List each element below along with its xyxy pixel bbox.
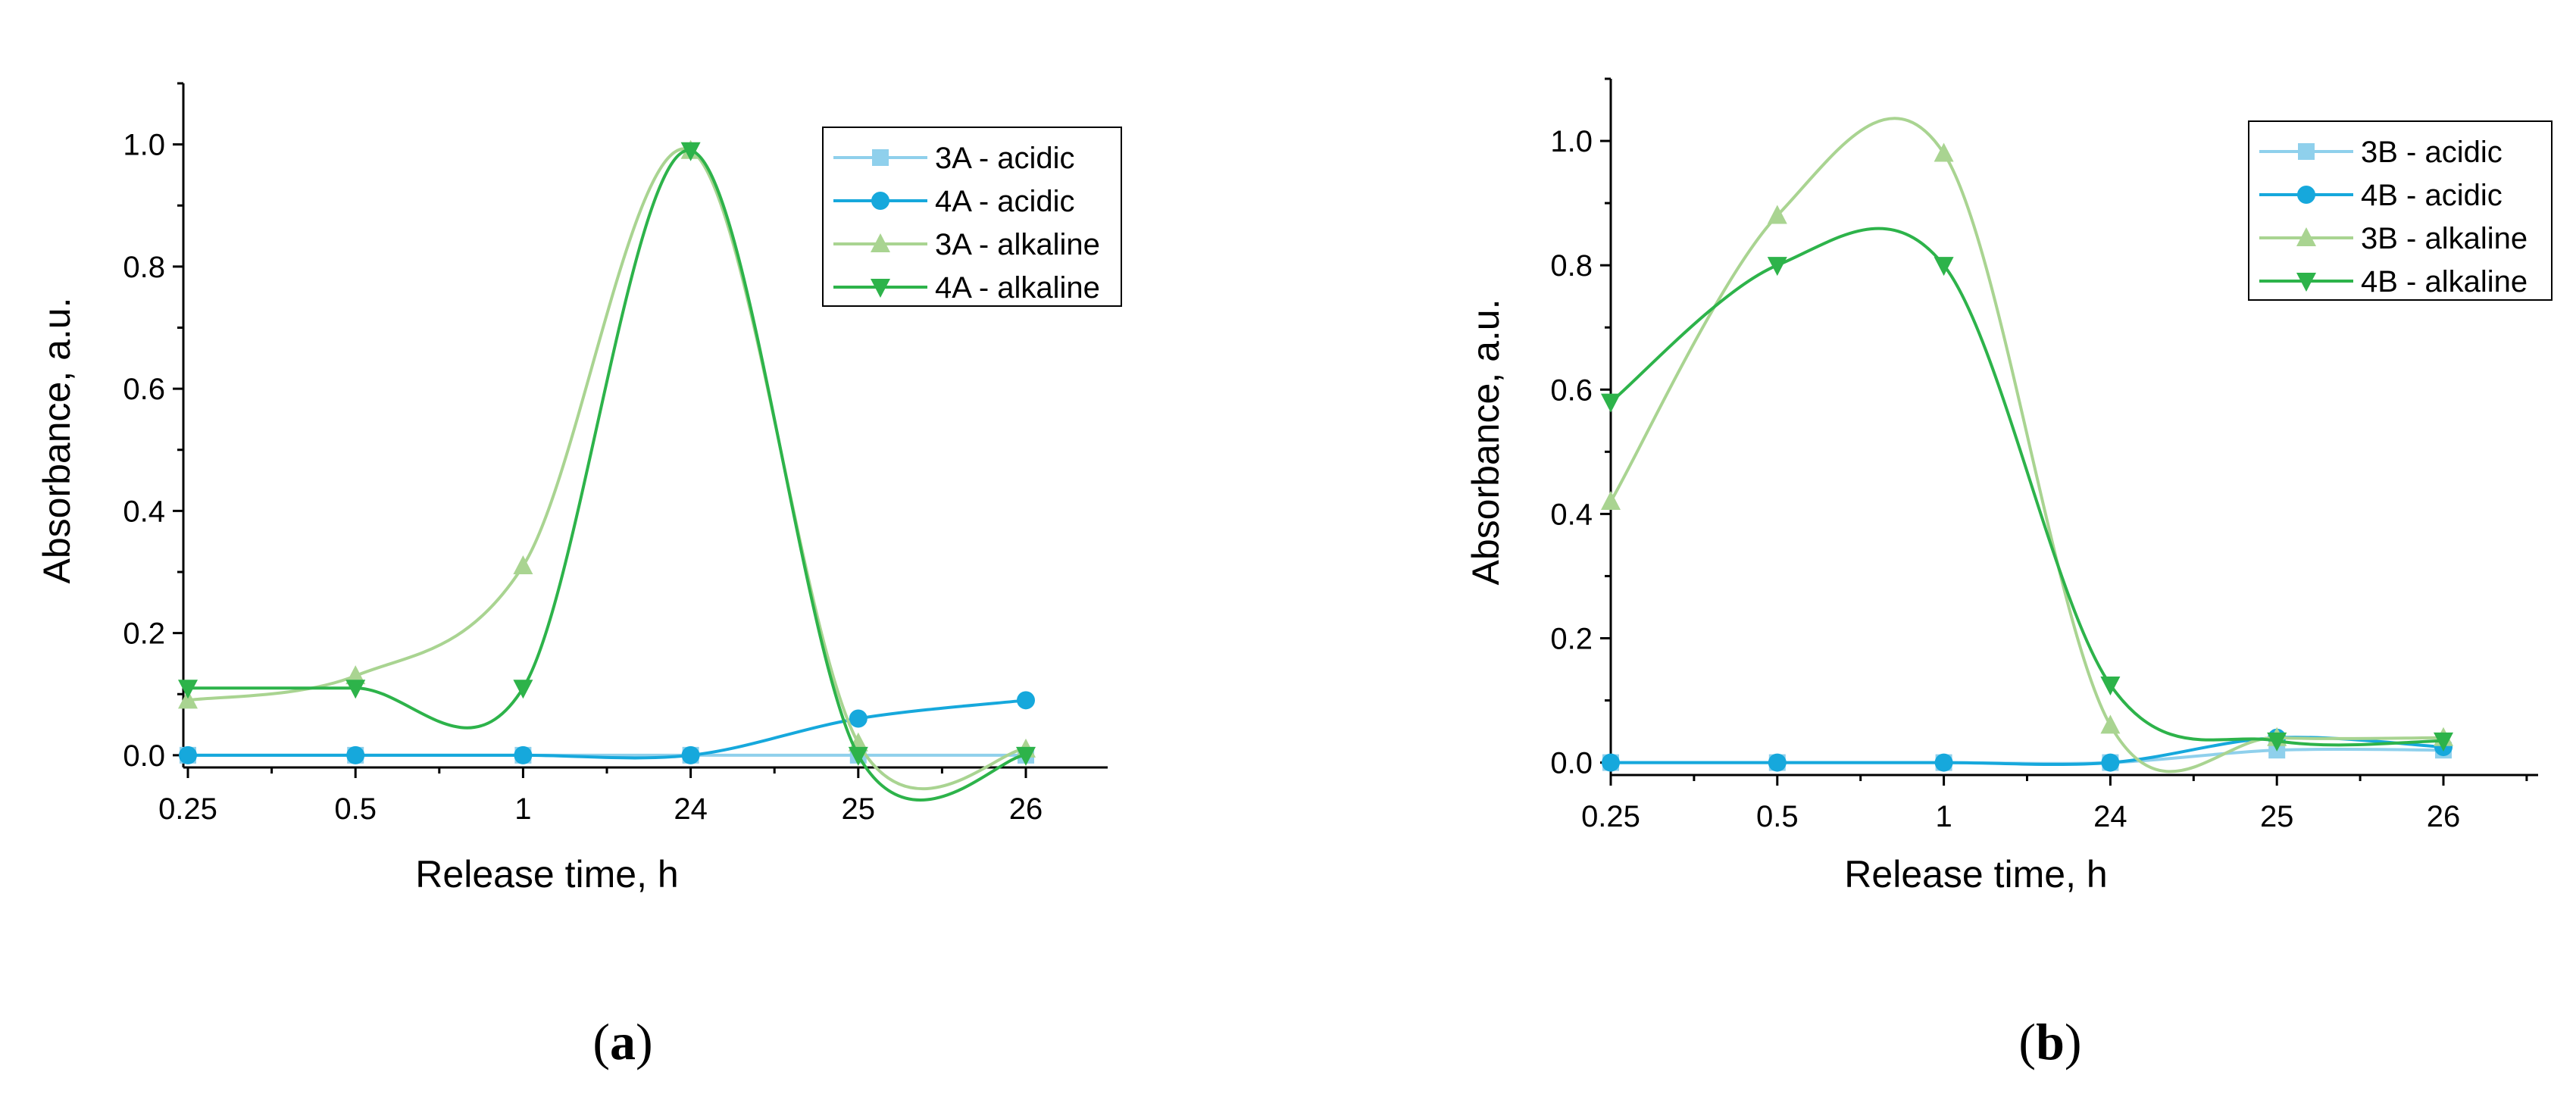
y-tick-label: 0.8 <box>1550 249 1593 283</box>
data-point <box>179 745 197 764</box>
x-tick-label: 25 <box>2260 800 2294 833</box>
data-point <box>1767 205 1787 224</box>
data-point <box>1601 490 1621 510</box>
x-tick-label: 26 <box>2427 800 2461 833</box>
series-line <box>1609 227 2444 747</box>
data-point <box>1767 257 1787 277</box>
data-point <box>346 745 365 764</box>
data-point <box>2100 714 2121 734</box>
panel-label-close: ) <box>2065 1013 2082 1070</box>
panel-label-letter: b <box>2036 1013 2065 1070</box>
data-point <box>2267 732 2287 752</box>
legend-marker <box>871 279 890 298</box>
data-point <box>1602 753 1620 772</box>
x-tick-label: 1 <box>514 792 531 826</box>
series-line <box>1609 117 2444 774</box>
legend: 3B - acidic 4B - acidic 3B - alkaline 4B - … <box>2248 120 2553 301</box>
data-point <box>345 680 366 699</box>
x-tick-label: 0.25 <box>1581 800 1640 833</box>
legend-marker <box>871 233 890 252</box>
legend-label: 3B - alkaline <box>2361 222 2528 255</box>
x-tick-label: 26 <box>1009 792 1043 826</box>
legend-label: 4B - alkaline <box>2361 265 2528 298</box>
y-tick-label: 1.0 <box>1550 125 1593 158</box>
data-point <box>178 680 198 699</box>
legend-marker <box>2298 143 2315 160</box>
chart-panel-a: 0.0 0.2 0.4 0.6 0.8 1.0 0.25 0.5 1 24 25 26 Release … <box>36 82 1122 1070</box>
y-tick-label: 0.0 <box>123 739 165 773</box>
y-tick-label: 0.4 <box>1550 498 1593 531</box>
panel-label: (a) <box>592 1013 652 1070</box>
legend-marker <box>872 149 889 166</box>
data-point <box>2100 677 2121 696</box>
data-point <box>1934 142 1954 162</box>
panel-label-open: ( <box>2018 1013 2036 1070</box>
x-tick-label: 1 <box>1935 800 1952 833</box>
y-axis-title: Absorbance, a.u. <box>36 297 78 583</box>
data-point <box>345 665 366 685</box>
y-tick-label: 0.6 <box>123 373 165 406</box>
legend-marker <box>871 192 889 210</box>
y-tick-label: 0.2 <box>1550 622 1593 655</box>
data-point <box>2101 753 2120 772</box>
y-tick-label: 0.2 <box>123 617 165 651</box>
data-point <box>1934 257 1954 277</box>
series-line <box>187 148 1027 802</box>
data-point <box>178 689 198 709</box>
data-point <box>514 745 533 764</box>
x-tick-label: 25 <box>842 792 876 826</box>
data-point <box>1934 753 1953 772</box>
x-tick-label: 0.25 <box>158 792 217 826</box>
data-point <box>2434 732 2453 752</box>
x-axis-title: Release time, h <box>415 853 678 895</box>
x-tick-label: 0.5 <box>334 792 377 826</box>
data-point <box>513 555 533 574</box>
legend-marker <box>2296 273 2316 292</box>
data-point <box>848 746 868 766</box>
legend-label: 3B - acidic <box>2361 136 2503 169</box>
panel-label-open: ( <box>592 1013 610 1070</box>
legend-marker <box>2296 227 2316 246</box>
legend-label: 4A - acidic <box>935 185 1075 218</box>
legend-marker <box>2297 186 2315 204</box>
data-point <box>1016 746 1036 766</box>
data-point <box>1768 753 1787 772</box>
y-tick-label: 0.4 <box>123 495 165 528</box>
x-tick-label: 24 <box>674 792 708 826</box>
legend-label: 3A - alkaline <box>935 228 1100 261</box>
y-tick-label: 0.0 <box>1550 747 1593 780</box>
data-point <box>681 745 700 764</box>
y-tick-label: 0.8 <box>123 251 165 284</box>
legend-label: 4B - acidic <box>2361 179 2503 212</box>
legend-label: 4A - alkaline <box>935 271 1100 305</box>
panel-label-close: ) <box>636 1013 653 1070</box>
chart-panel-b: 0.0 0.2 0.4 0.6 0.8 1.0 0.25 0.5 1 24 25 26 Release … <box>1465 77 2553 1070</box>
data-point <box>849 709 868 728</box>
x-tick-label: 0.5 <box>1756 800 1799 833</box>
x-axis-title: Release time, h <box>1844 853 2107 895</box>
y-tick-label: 0.6 <box>1550 373 1593 407</box>
series-line <box>188 699 1027 760</box>
y-tick-label: 1.0 <box>123 129 165 162</box>
y-axis-title: Absorbance, a.u. <box>1465 298 1507 585</box>
legend-label: 3A - acidic <box>935 142 1075 175</box>
panel-label: (b) <box>2018 1013 2081 1070</box>
panel-label-letter: a <box>610 1013 636 1070</box>
data-point <box>513 680 533 699</box>
x-tick-label: 24 <box>2093 800 2127 833</box>
data-point <box>680 142 701 161</box>
data-point <box>1017 691 1035 710</box>
data-point <box>1601 393 1621 413</box>
legend: 3A - acidic 4A - acidic 3A - alkaline 4A - … <box>822 127 1122 307</box>
